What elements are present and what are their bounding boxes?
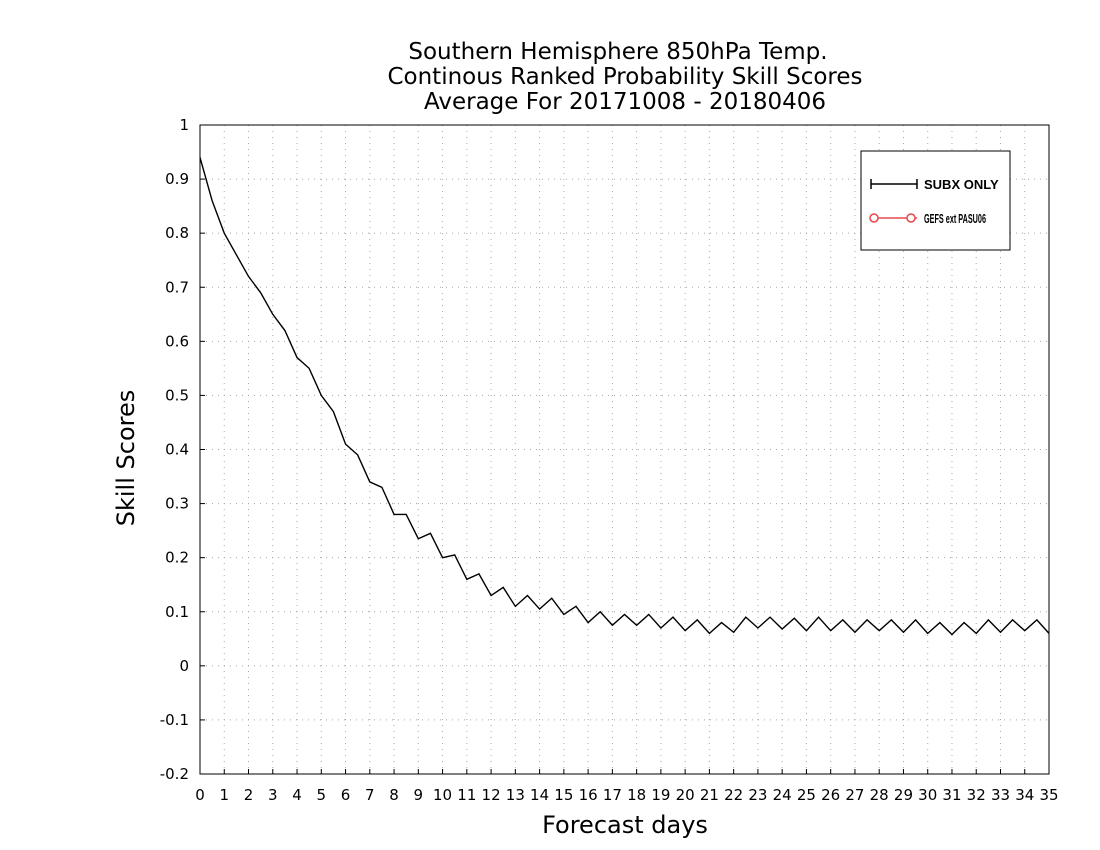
- x-tick-label: 22: [724, 786, 743, 804]
- y-tick-label: -0.2: [160, 765, 189, 783]
- x-axis-tick-labels: 0 1 2 3 4 5 6 7 8 9 10 11 12 13 14 15 16 17 18 19 20 21 22 23 24…: [195, 786, 1058, 804]
- legend-marker-subx: [870, 179, 918, 189]
- x-tick-label: 23: [748, 786, 767, 804]
- x-tick-label: 1: [219, 786, 229, 804]
- y-tick-label: 0.4: [165, 441, 189, 459]
- x-tick-label: 10: [433, 786, 452, 804]
- series-line-0: [199, 157, 1050, 636]
- x-tick-label: 13: [506, 786, 525, 804]
- x-tick-label: 3: [268, 786, 278, 804]
- x-tick-label: 7: [365, 786, 375, 804]
- x-tick-label: 34: [1015, 786, 1034, 804]
- legend-label-subx: SUBX ONLY: [924, 177, 999, 192]
- legend-label-gefs: GEFS ext PASU06: [924, 211, 986, 226]
- x-tick-label: 11: [457, 786, 476, 804]
- x-tick-label: 2: [244, 786, 254, 804]
- x-tick-label: 25: [797, 786, 816, 804]
- chart-title-line-3: Average For 20171008 - 20180406: [424, 89, 826, 115]
- y-tick-label: 0.1: [165, 603, 189, 621]
- axis-ticks: [199, 124, 1050, 775]
- x-tick-label: 28: [870, 786, 889, 804]
- x-tick-label: 27: [845, 786, 864, 804]
- y-tick-label: 0.8: [165, 224, 189, 242]
- y-tick-label: 0.9: [165, 170, 189, 188]
- chart-title-line-2: Continous Ranked Probability Skill Score…: [387, 64, 862, 90]
- x-tick-label: 8: [389, 786, 399, 804]
- legend-marker-gefs-left: [869, 213, 879, 223]
- x-tick-label: 12: [482, 786, 501, 804]
- y-tick-label: 0.7: [165, 278, 189, 296]
- y-tick-label: 0.2: [165, 549, 189, 567]
- x-tick-label: 5: [317, 786, 327, 804]
- x-tick-label: 26: [821, 786, 840, 804]
- y-tick-label: -0.1: [160, 711, 189, 729]
- y-tick-label: 1: [179, 116, 189, 134]
- legend-marker-gefs-right: [906, 213, 916, 223]
- y-axis-title: Skill Scores: [112, 390, 140, 527]
- x-tick-label: 14: [530, 786, 549, 804]
- y-axis-tick-labels: -0.2 -0.1 0 0.1 0.2 0.3 0.4 0.5 0.6 0.7 0.8 0.9 1: [160, 116, 189, 783]
- y-tick-label: 0: [179, 657, 189, 675]
- x-tick-label: 30: [918, 786, 937, 804]
- x-tick-label: 32: [967, 786, 986, 804]
- x-tick-label: 6: [341, 786, 351, 804]
- legend: SUBX ONLY GEFS ext PASU06: [860, 150, 1011, 251]
- x-tick-label: 35: [1039, 786, 1058, 804]
- x-tick-label: 0: [195, 786, 205, 804]
- x-tick-label: 29: [894, 786, 913, 804]
- x-tick-label: 18: [627, 786, 646, 804]
- x-tick-label: 17: [603, 786, 622, 804]
- y-tick-label: 0.5: [165, 386, 189, 404]
- legend-box: [860, 150, 1011, 251]
- x-tick-label: 20: [676, 786, 695, 804]
- series-lines: [199, 157, 1050, 636]
- x-tick-label: 24: [773, 786, 792, 804]
- x-tick-label: 31: [942, 786, 961, 804]
- x-tick-label: 33: [991, 786, 1010, 804]
- y-tick-label: 0.6: [165, 332, 189, 350]
- x-tick-label: 15: [554, 786, 573, 804]
- x-tick-label: 21: [700, 786, 719, 804]
- x-tick-label: 16: [579, 786, 598, 804]
- x-axis-title: Forecast days: [542, 811, 708, 839]
- x-tick-label: 4: [292, 786, 302, 804]
- y-tick-label: 0.3: [165, 495, 189, 513]
- x-tick-label: 9: [414, 786, 424, 804]
- grid-lines: [200, 125, 1049, 774]
- chart-title-line-1: Southern Hemisphere 850hPa Temp.: [408, 39, 827, 65]
- x-tick-label: 19: [651, 786, 670, 804]
